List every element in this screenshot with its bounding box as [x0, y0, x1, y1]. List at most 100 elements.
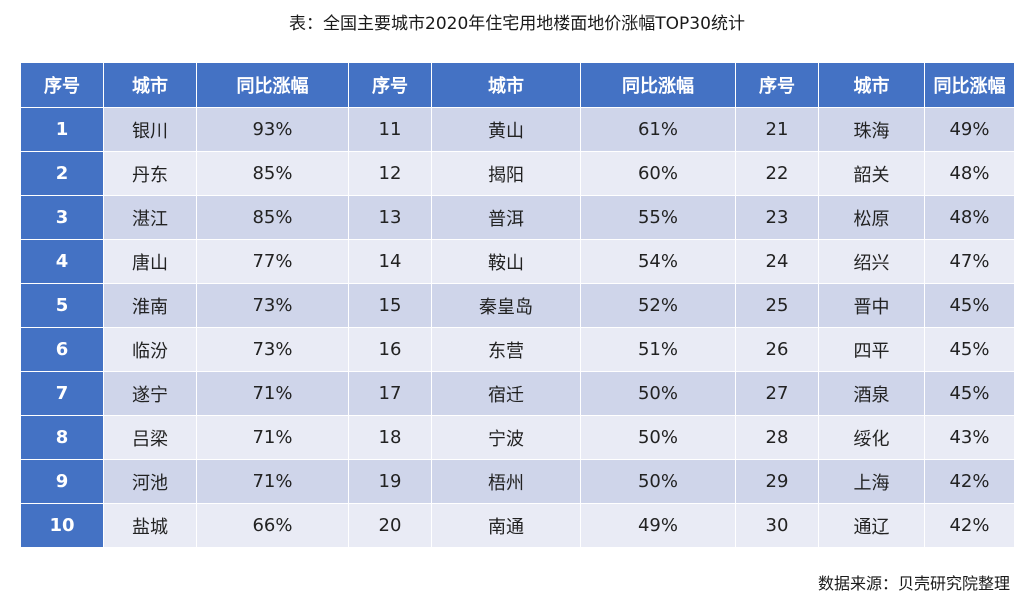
- rank-cell: 1: [20, 107, 104, 152]
- growth-cell: 50%: [580, 459, 736, 504]
- growth-cell: 73%: [196, 283, 349, 328]
- city-cell: 揭阳: [431, 151, 581, 196]
- rank-cell: 13: [348, 195, 432, 240]
- rank-cell: 4: [20, 239, 104, 284]
- city-cell: 湛江: [103, 195, 197, 240]
- rank-cell: 15: [348, 283, 432, 328]
- rank-cell: 19: [348, 459, 432, 504]
- growth-cell: 48%: [924, 151, 1015, 196]
- table-row: 4 唐山 77% 14 鞍山 54% 24 绍兴 47%: [20, 239, 1015, 284]
- rank-cell: 3: [20, 195, 104, 240]
- city-cell: 银川: [103, 107, 197, 152]
- growth-cell: 50%: [580, 415, 736, 460]
- city-cell: 酒泉: [818, 371, 925, 416]
- table-row: 6 临汾 73% 16 东营 51% 26 四平 45%: [20, 327, 1015, 372]
- city-cell: 黄山: [431, 107, 581, 152]
- rank-cell: 10: [20, 503, 104, 548]
- city-cell: 河池: [103, 459, 197, 504]
- city-cell: 丹东: [103, 151, 197, 196]
- growth-cell: 47%: [924, 239, 1015, 284]
- growth-cell: 45%: [924, 371, 1015, 416]
- city-cell: 梧州: [431, 459, 581, 504]
- rank-cell: 2: [20, 151, 104, 196]
- growth-cell: 50%: [580, 371, 736, 416]
- table-row: 2 丹东 85% 12 揭阳 60% 22 韶关 48%: [20, 151, 1015, 196]
- table-row: 10 盐城 66% 20 南通 49% 30 通辽 42%: [20, 503, 1015, 548]
- city-cell: 晋中: [818, 283, 925, 328]
- header-growth: 同比涨幅: [924, 62, 1015, 108]
- growth-cell: 71%: [196, 459, 349, 504]
- growth-cell: 54%: [580, 239, 736, 284]
- rank-cell: 30: [735, 503, 819, 548]
- city-cell: 吕梁: [103, 415, 197, 460]
- city-cell: 绥化: [818, 415, 925, 460]
- table-row: 1 银川 93% 11 黄山 61% 21 珠海 49%: [20, 107, 1015, 152]
- rank-cell: 27: [735, 371, 819, 416]
- growth-cell: 51%: [580, 327, 736, 372]
- rank-cell: 29: [735, 459, 819, 504]
- table-row: 7 遂宁 71% 17 宿迁 50% 27 酒泉 45%: [20, 371, 1015, 416]
- header-city: 城市: [818, 62, 925, 108]
- growth-cell: 61%: [580, 107, 736, 152]
- rank-cell: 20: [348, 503, 432, 548]
- city-cell: 临汾: [103, 327, 197, 372]
- rank-cell: 18: [348, 415, 432, 460]
- header-rank: 序号: [735, 62, 819, 108]
- growth-cell: 43%: [924, 415, 1015, 460]
- city-cell: 遂宁: [103, 371, 197, 416]
- city-cell: 唐山: [103, 239, 197, 284]
- rank-cell: 17: [348, 371, 432, 416]
- growth-cell: 60%: [580, 151, 736, 196]
- growth-cell: 49%: [924, 107, 1015, 152]
- growth-cell: 77%: [196, 239, 349, 284]
- rank-cell: 26: [735, 327, 819, 372]
- rank-cell: 12: [348, 151, 432, 196]
- city-cell: 松原: [818, 195, 925, 240]
- rank-cell: 23: [735, 195, 819, 240]
- growth-cell: 66%: [196, 503, 349, 548]
- city-cell: 上海: [818, 459, 925, 504]
- growth-cell: 71%: [196, 371, 349, 416]
- table-row: 5 淮南 73% 15 秦皇岛 52% 25 晋中 45%: [20, 283, 1015, 328]
- rank-cell: 24: [735, 239, 819, 284]
- growth-cell: 93%: [196, 107, 349, 152]
- table-row: 8 吕梁 71% 18 宁波 50% 28 绥化 43%: [20, 415, 1015, 460]
- city-cell: 淮南: [103, 283, 197, 328]
- table-row: 9 河池 71% 19 梧州 50% 29 上海 42%: [20, 459, 1015, 504]
- growth-cell: 48%: [924, 195, 1015, 240]
- city-cell: 宿迁: [431, 371, 581, 416]
- rank-cell: 21: [735, 107, 819, 152]
- header-growth: 同比涨幅: [196, 62, 349, 108]
- growth-cell: 45%: [924, 283, 1015, 328]
- header-rank: 序号: [348, 62, 432, 108]
- rank-cell: 22: [735, 151, 819, 196]
- table-title: 表：全国主要城市2020年住宅用地楼面地价涨幅TOP30统计: [289, 14, 745, 34]
- growth-cell: 42%: [924, 459, 1015, 504]
- city-cell: 南通: [431, 503, 581, 548]
- city-cell: 秦皇岛: [431, 283, 581, 328]
- city-cell: 绍兴: [818, 239, 925, 284]
- growth-cell: 71%: [196, 415, 349, 460]
- rank-cell: 7: [20, 371, 104, 416]
- growth-cell: 73%: [196, 327, 349, 372]
- growth-cell: 42%: [924, 503, 1015, 548]
- growth-cell: 45%: [924, 327, 1015, 372]
- table-row: 3 湛江 85% 13 普洱 55% 23 松原 48%: [20, 195, 1015, 240]
- city-cell: 普洱: [431, 195, 581, 240]
- rank-cell: 5: [20, 283, 104, 328]
- city-cell: 珠海: [818, 107, 925, 152]
- city-cell: 盐城: [103, 503, 197, 548]
- header-row: 序号 城市 同比涨幅 序号 城市 同比涨幅 序号 城市 同比涨幅: [20, 62, 1015, 108]
- data-source-note: 数据来源：贝壳研究院整理: [817, 574, 1010, 593]
- header-city: 城市: [103, 62, 197, 108]
- city-cell: 四平: [818, 327, 925, 372]
- growth-cell: 49%: [580, 503, 736, 548]
- rank-cell: 25: [735, 283, 819, 328]
- city-cell: 宁波: [431, 415, 581, 460]
- ranking-table: 序号 城市 同比涨幅 序号 城市 同比涨幅 序号 城市 同比涨幅 1 银川 93% 1…: [20, 62, 1015, 548]
- rank-cell: 16: [348, 327, 432, 372]
- rank-cell: 14: [348, 239, 432, 284]
- growth-cell: 85%: [196, 151, 349, 196]
- rank-cell: 9: [20, 459, 104, 504]
- growth-cell: 85%: [196, 195, 349, 240]
